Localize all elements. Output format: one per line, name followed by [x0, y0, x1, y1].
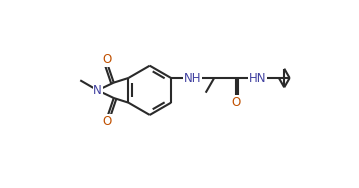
- Text: NH: NH: [184, 71, 201, 84]
- Text: O: O: [103, 53, 112, 66]
- Text: N: N: [93, 84, 102, 97]
- Text: O: O: [231, 96, 241, 109]
- Text: O: O: [103, 115, 112, 128]
- Text: HN: HN: [248, 71, 266, 84]
